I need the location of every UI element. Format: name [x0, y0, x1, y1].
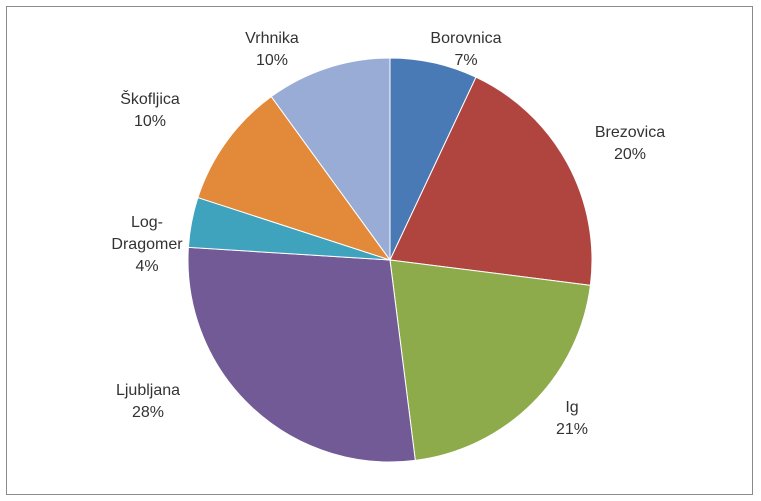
pie-slice-brezovica [389, 76, 593, 286]
slice-percent-text: 21% [556, 421, 588, 438]
data-label-log-dragomer: Log- Dragomer 4% [111, 214, 183, 275]
slice-percent-text: 20% [614, 146, 646, 163]
slice-label-text: Škofljica [120, 89, 180, 108]
data-label-ljubljana: Ljubljana 28% [116, 382, 180, 421]
slice-label-text: Ig [565, 399, 578, 416]
slice-label-text: Brezovica [595, 124, 665, 141]
slice-percent-text: 10% [256, 52, 288, 69]
slice-percent-text: 4% [135, 258, 158, 275]
pie-slice-vrhnika [270, 57, 391, 262]
data-label-borovnica: Borovnica 7% [430, 30, 501, 69]
slice-label-text: Vrhnika [245, 30, 299, 47]
pie-slice--kofljica [197, 95, 392, 261]
slice-percent-text: 28% [132, 404, 164, 421]
data-label-brezovica: Brezovica 20% [595, 124, 665, 163]
slice-label-text: Dragomer [111, 236, 183, 253]
data-label-ig: Ig 21% [556, 399, 588, 438]
pie-slice-ig [389, 259, 591, 461]
slice-percent-text: 7% [454, 52, 477, 69]
slice-percent-text: 10% [134, 113, 166, 130]
data-label-vrhnika: Vrhnika 10% [245, 30, 299, 69]
slice-label-text: Log- [131, 214, 163, 231]
slice-label-text: Ljubljana [116, 382, 180, 399]
data-label--kofljica: Škofljica 10% [120, 89, 180, 130]
slice-label-text: Borovnica [430, 30, 501, 47]
pie-slice-ljubljana [187, 246, 416, 463]
